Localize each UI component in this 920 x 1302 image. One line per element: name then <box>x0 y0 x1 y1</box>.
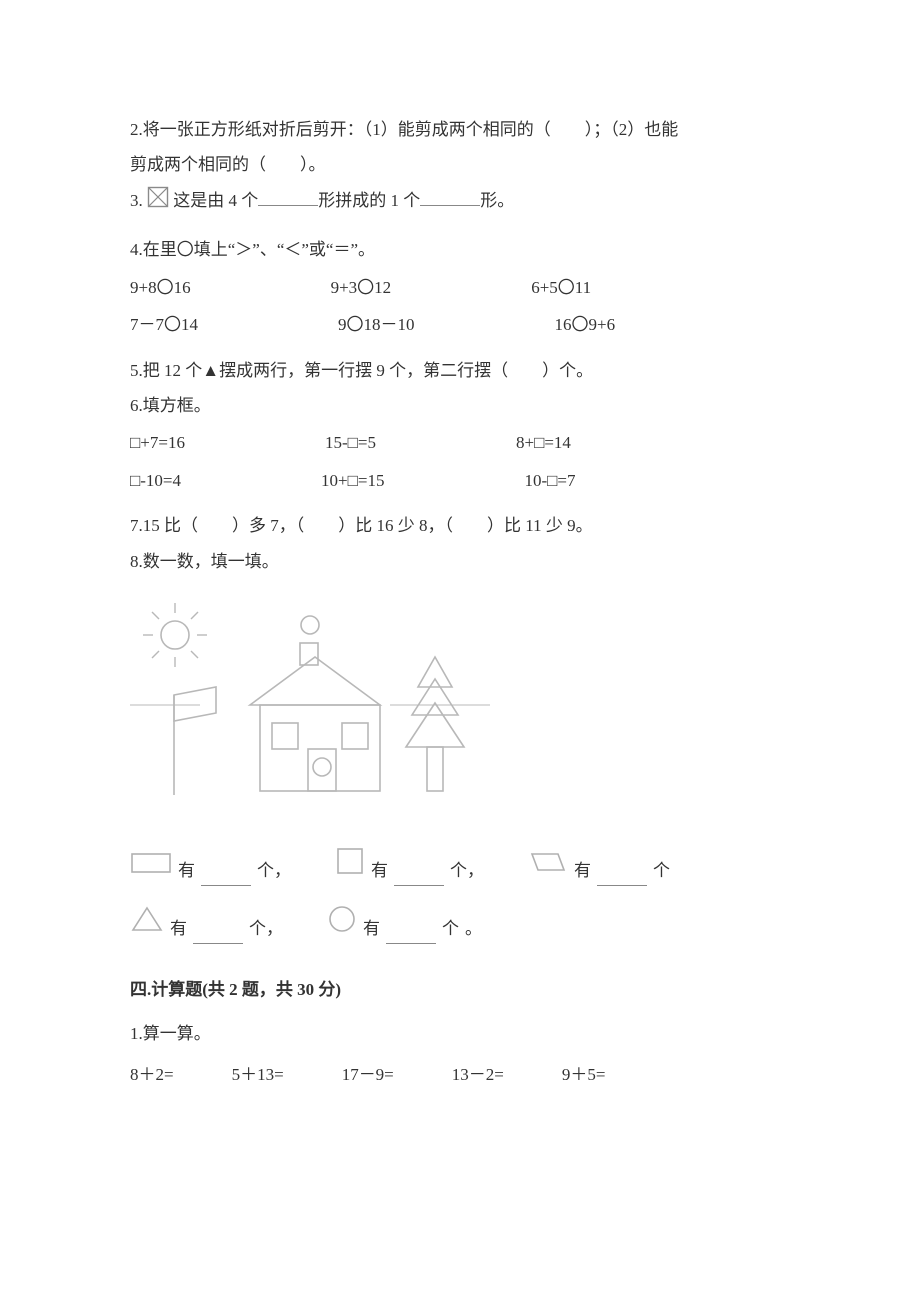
scene-illustration <box>130 595 490 815</box>
triangle-icon <box>130 904 164 944</box>
unit-label: 个， <box>257 855 291 886</box>
q6-row1: □+7=16 15-□=5 8+□=14 <box>130 427 790 458</box>
q8-title: 8.数一数，填一填。 <box>130 546 790 577</box>
triangle-count: 有 个， <box>130 904 283 944</box>
q6-title: 6.填方框。 <box>130 390 790 421</box>
period: 。 <box>465 913 482 944</box>
unit-label: 个 <box>442 913 459 944</box>
rectangle-icon <box>130 848 172 886</box>
q3-blank2[interactable] <box>420 186 480 206</box>
have-label: 有 <box>178 855 195 886</box>
q5: 5.把 12 个▲摆成两行，第一行摆 9 个，第二行摆（ ）个。 <box>130 355 790 386</box>
unit-label: 个 <box>653 855 670 886</box>
q4-r2-b[interactable]: 9〇18－10 <box>338 309 415 340</box>
parallelogram-count: 有 个 <box>528 848 670 886</box>
calc-e[interactable]: 9＋5= <box>562 1059 606 1090</box>
calc-a[interactable]: 8＋2= <box>130 1059 174 1090</box>
parallelogram-icon <box>528 848 568 886</box>
q4-r1-c[interactable]: 6+5〇11 <box>531 272 591 303</box>
square-with-diagonals-icon <box>147 186 169 218</box>
q3-mid-b: 形拼成的 1 个 <box>318 191 420 210</box>
q3: 3. 这是由 4 个 形拼成的 1 个 形。 <box>130 185 790 218</box>
unit-label: 个， <box>450 855 484 886</box>
q2-line2: 剪成两个相同的（ ）。 <box>130 149 790 180</box>
q8-shapes-row1: 有 个， 有 个， 有 个 <box>130 846 790 886</box>
q4-row1: 9+8〇16 9+3〇12 6+5〇11 <box>130 272 790 303</box>
have-label: 有 <box>574 855 591 886</box>
q4-r2-c[interactable]: 16〇9+6 <box>555 309 616 340</box>
have-label: 有 <box>170 913 187 944</box>
s4-q1-title: 1.算一算。 <box>130 1018 790 1049</box>
q6-r2-a[interactable]: □-10=4 <box>130 465 181 496</box>
worksheet-page: 2.将一张正方形纸对折后剪开：（1）能剪成两个相同的（ ）；（2）也能 剪成两个… <box>0 0 920 1302</box>
section4-title: 四.计算题(共 2 题，共 30 分) <box>130 974 790 1005</box>
q3-suffix: 形。 <box>480 191 514 210</box>
rect-count: 有 个， <box>130 848 291 886</box>
q3-prefix: 3. <box>130 191 143 210</box>
q6-r1-c[interactable]: 8+□=14 <box>516 427 571 458</box>
calc-c[interactable]: 17－9= <box>342 1059 394 1090</box>
square-count: 有 个， <box>335 846 484 886</box>
circle-icon <box>327 904 357 944</box>
q4-r1-b[interactable]: 9+3〇12 <box>331 272 392 303</box>
s4-q1-row1: 8＋2= 5＋13= 17－9= 13－2= 9＋5= <box>130 1059 790 1090</box>
q4-r1-a[interactable]: 9+8〇16 <box>130 272 191 303</box>
q4-title: 4.在里〇填上“＞”、“＜”或“＝”。 <box>130 234 790 265</box>
q3-mid-a: 这是由 4 个 <box>173 191 258 210</box>
circle-blank[interactable] <box>386 925 436 945</box>
unit-label: 个， <box>249 913 283 944</box>
q6-r2-c[interactable]: 10-□=7 <box>524 465 575 496</box>
q6-r2-b[interactable]: 10+□=15 <box>321 465 384 496</box>
have-label: 有 <box>371 855 388 886</box>
calc-b[interactable]: 5＋13= <box>232 1059 284 1090</box>
square-icon <box>335 846 365 886</box>
q6-row2: □-10=4 10+□=15 10-□=7 <box>130 465 790 496</box>
calc-d[interactable]: 13－2= <box>452 1059 504 1090</box>
q8-shapes-row2: 有 个， 有 个。 <box>130 904 790 944</box>
q2-line1: 2.将一张正方形纸对折后剪开：（1）能剪成两个相同的（ ）；（2）也能 <box>130 114 790 145</box>
q4-row2: 7－7〇14 9〇18－10 16〇9+6 <box>130 309 790 340</box>
q3-blank1[interactable] <box>258 186 318 206</box>
q6-r1-a[interactable]: □+7=16 <box>130 427 185 458</box>
q6-r1-b[interactable]: 15-□=5 <box>325 427 376 458</box>
q8-scene <box>130 595 790 825</box>
have-label: 有 <box>363 913 380 944</box>
q7: 7.15 比（ ）多 7，（ ）比 16 少 8，（ ）比 11 少 9。 <box>130 510 790 541</box>
rect-blank[interactable] <box>201 866 251 886</box>
circle-count: 有 个。 <box>327 904 482 944</box>
q4-r2-a[interactable]: 7－7〇14 <box>130 309 198 340</box>
para-blank[interactable] <box>597 866 647 886</box>
square-blank[interactable] <box>394 866 444 886</box>
tri-blank[interactable] <box>193 925 243 945</box>
